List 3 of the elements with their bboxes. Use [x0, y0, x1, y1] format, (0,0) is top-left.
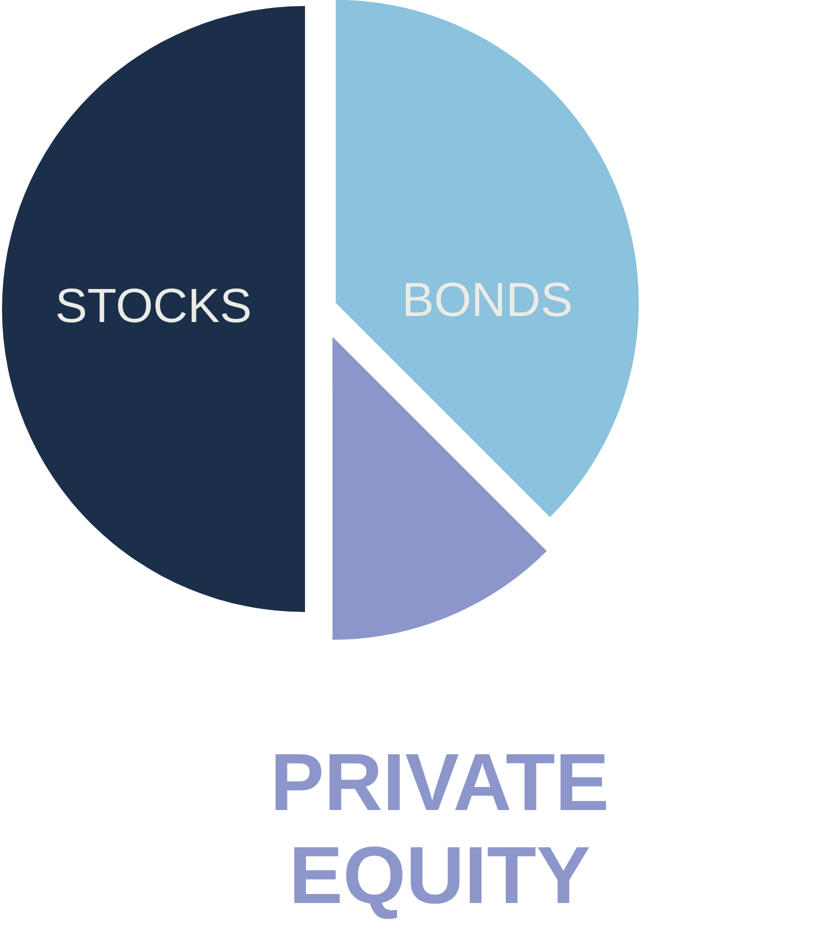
slice-label: STOCKS: [55, 280, 252, 334]
slice-label: PRIVATE EQUITY: [270, 738, 610, 921]
slice-label: BONDS: [402, 274, 573, 328]
